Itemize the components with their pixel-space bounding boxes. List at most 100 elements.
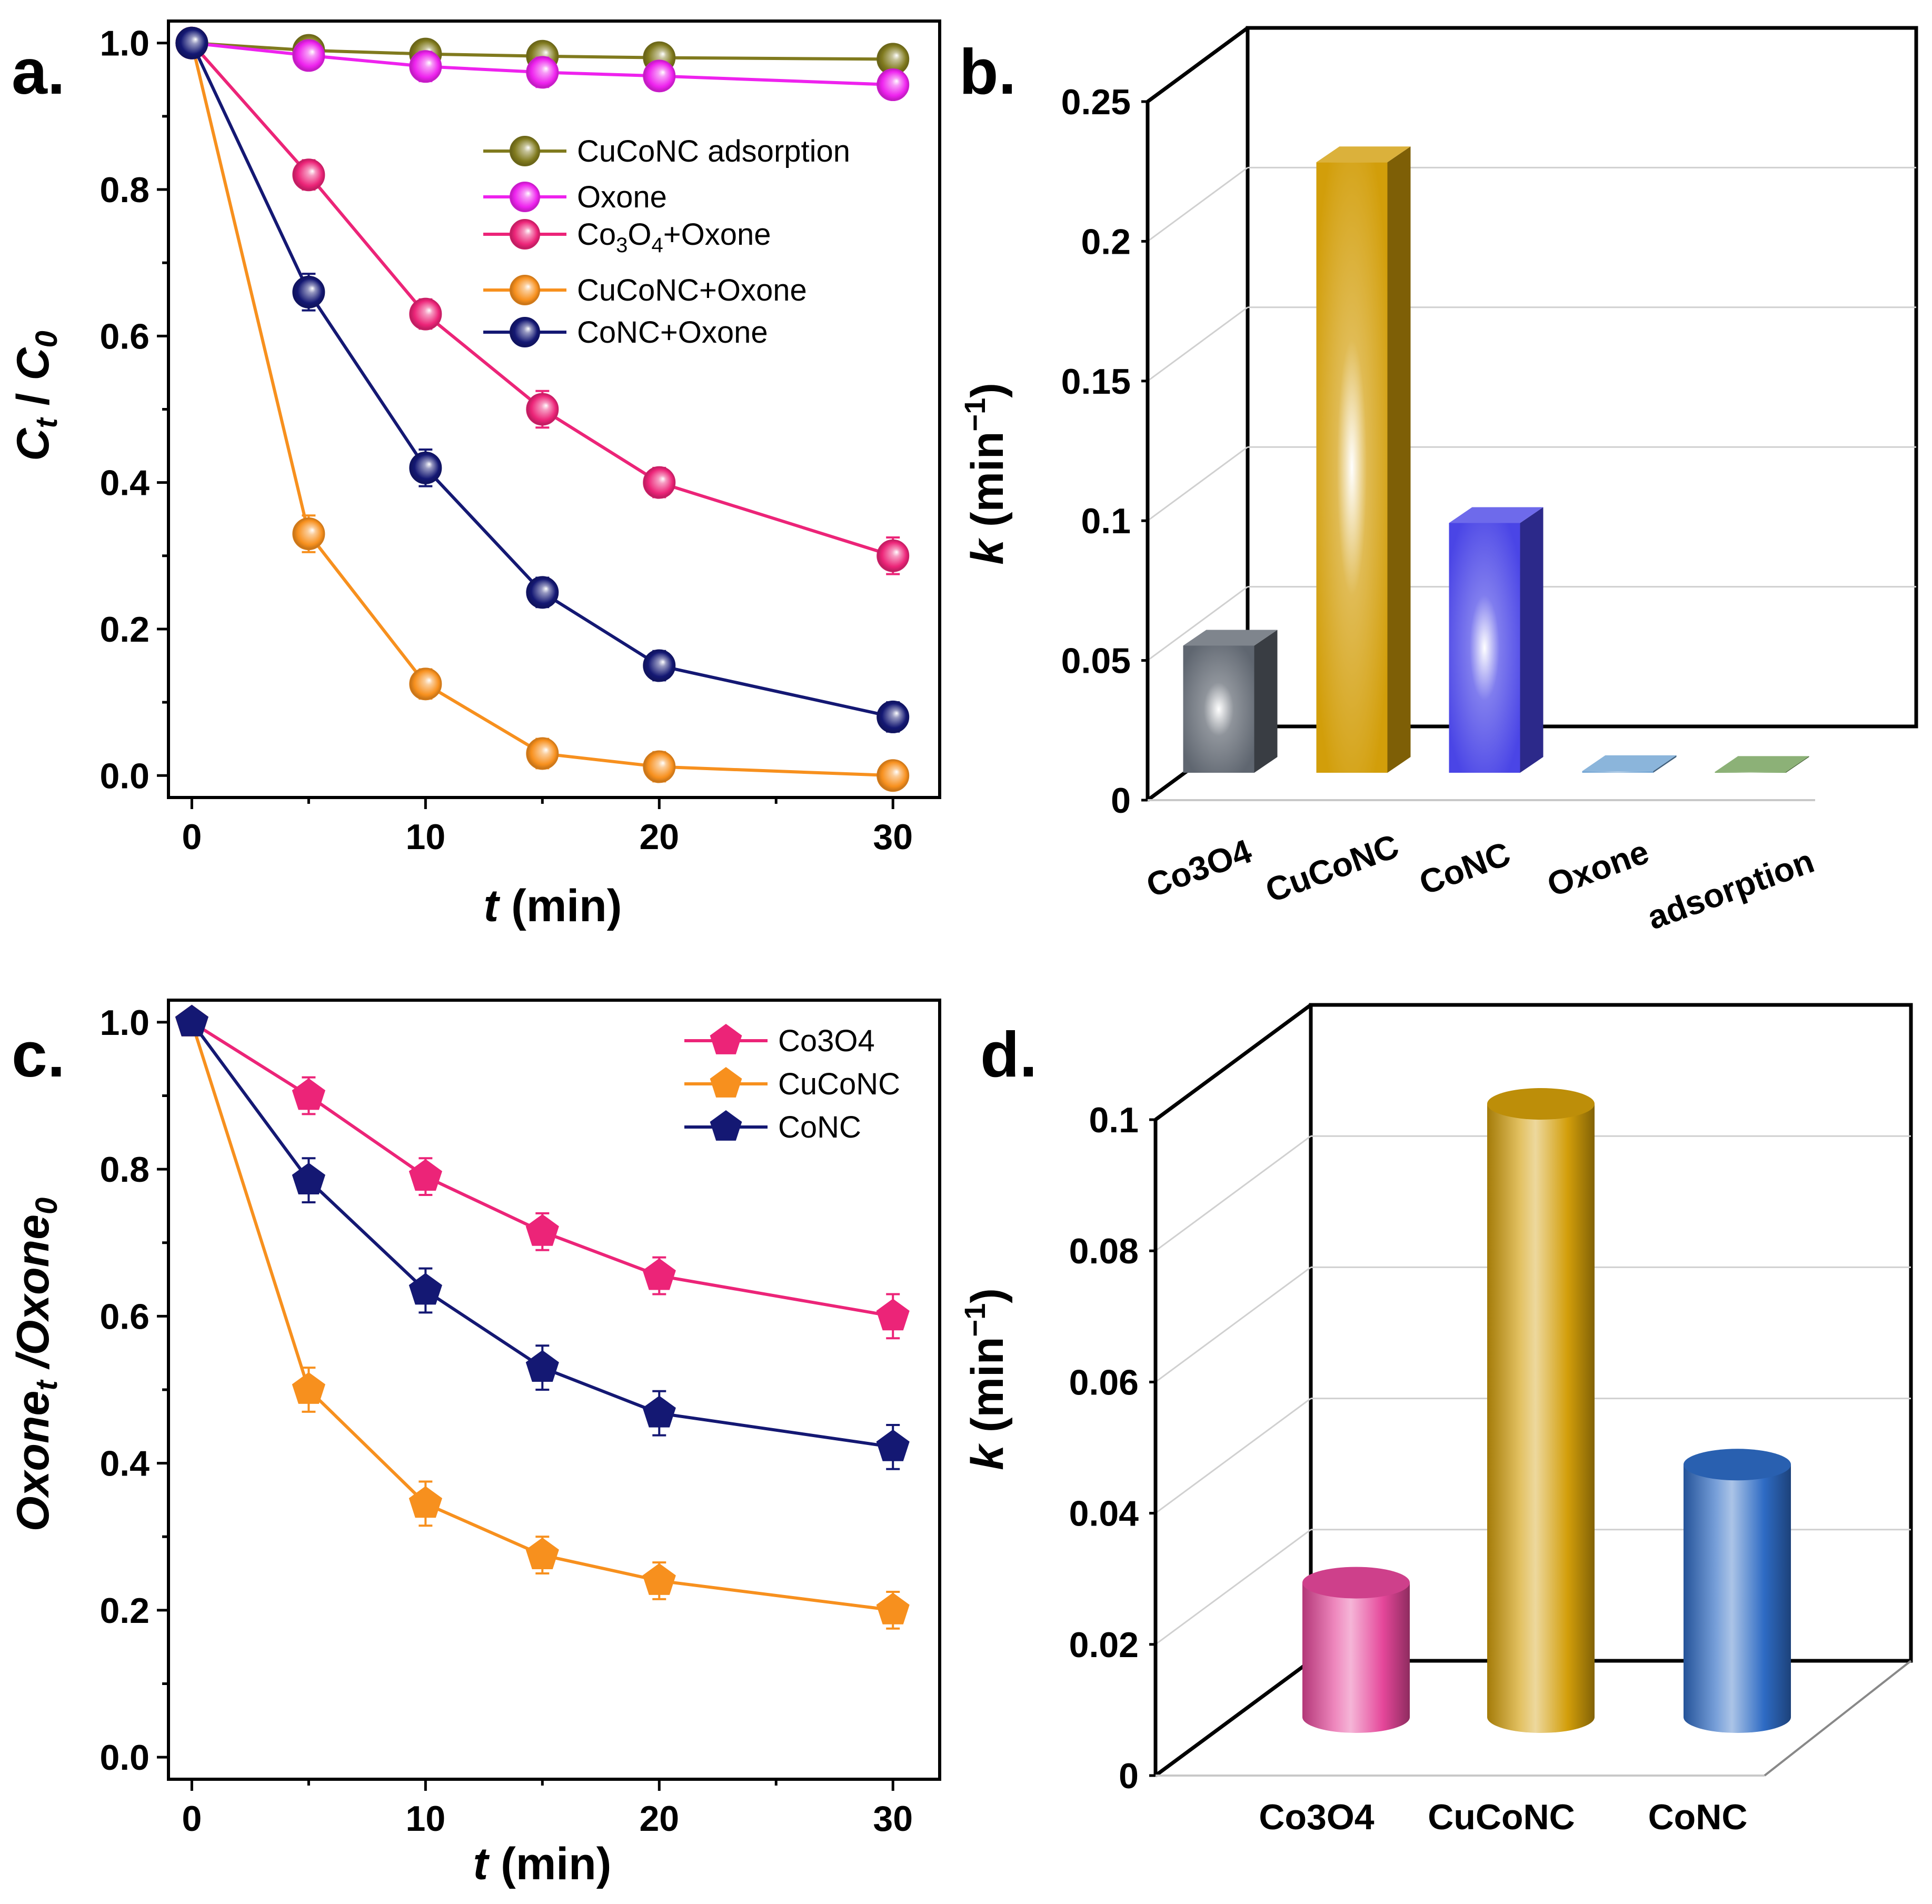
panel-d-3d-cylinder-chart: 0 0.02 0.04 0.06 0.08 0.1 Co3O4 CuCoNC CoNC k (…: [958, 1003, 1913, 1837]
panel-d-ylabel-var: k: [962, 1443, 1013, 1470]
panel-c-point-cuconc: [292, 1372, 325, 1404]
panel-a-legend-entry-cuconc-oxone: CuCoNC+Oxone: [483, 273, 807, 307]
panel-d-gridline-side: [1155, 1529, 1311, 1646]
panel-a-legend-label-text: CuCoNC adsorption: [577, 134, 850, 168]
panel-a-ylabel-sub-0: 0: [29, 331, 64, 347]
panel-a-legend-label-text: CoNC+Oxone: [577, 315, 768, 350]
panel-a-axes: 0 10 20 30 0.0 0.2 0.4 0.6 0.8 1.0: [99, 19, 941, 857]
panel-c-y-tick-label: 0.4: [99, 1444, 150, 1484]
panel-c-legend: Co3O4 CuCoNC CoNC: [684, 1024, 900, 1144]
panel-a-point-conc-oxone: [292, 275, 325, 308]
panel-a-point-conc-oxone: [643, 649, 676, 682]
panel-d-y-axis-label: k (min−1): [958, 1288, 1013, 1470]
panel-a-line-conc-oxone: [190, 42, 893, 719]
panel-a-point-cuconc-oxone: [409, 667, 442, 701]
panel-c-point-conc: [642, 1395, 676, 1428]
panel-c-point-co3o4: [525, 1214, 559, 1246]
panel-b-y-tick-label: 0.1: [1081, 501, 1131, 541]
panel-a-x-axis-label: t (min): [484, 881, 622, 931]
panel-d-floor-right-edge: [1764, 1660, 1912, 1777]
panel-b-ylabel-close: ): [962, 383, 1013, 398]
panel-b-ylabel-sup: −1: [958, 398, 991, 432]
panel-a-legend-marker: [510, 275, 540, 305]
panel-c-point-conc: [525, 1350, 559, 1382]
panel-d-bar-conc: CoNC: [1648, 1449, 1791, 1837]
panel-c-xlabel-var: t: [473, 1839, 490, 1889]
panel-label-d: d.: [980, 1019, 1037, 1090]
panel-a-point-co3o4-oxone: [526, 393, 559, 426]
panel-c-point-cuconc: [642, 1563, 676, 1595]
panel-a-legend-entry-cuconc-adsorption: CuCoNC adsorption: [483, 134, 850, 168]
panel-a-legend-label-sub: 3: [616, 234, 628, 257]
panel-d-side-bottom-edge: [1154, 1659, 1312, 1777]
panel-d-y-tick-label: 0.1: [1089, 1100, 1139, 1140]
panel-c-y-tick-label: 0.0: [99, 1738, 150, 1778]
panel-a-y-axis-label: Ct / C0: [8, 331, 64, 461]
panel-a-legend-label: CoNC+Oxone: [577, 315, 768, 350]
panel-b-bar-side: [1254, 630, 1278, 773]
panel-c-line-chart: 0 10 20 30 0.0 0.2 0.4 0.6 0.8 1.0 Co3O4 CuCoNC CoN…: [8, 999, 941, 1889]
panel-a-legend-marker: [510, 136, 540, 166]
panel-a-legend-marker: [510, 219, 540, 250]
panel-c-legend-label-text: Co3O4: [778, 1024, 875, 1058]
panel-a-legend-label-text: CuCoNC+Oxone: [577, 273, 807, 307]
panel-a-x-tick-label: 30: [873, 817, 913, 857]
panel-c-point-conc: [292, 1162, 325, 1194]
panel-c-y-tick-label: 1.0: [99, 1003, 150, 1043]
panel-b-bar-top: [1449, 507, 1543, 523]
panel-a-point-cuconc-oxone: [877, 759, 910, 792]
panel-b-ylabel-var: k: [962, 537, 1013, 565]
panel-c-point-conc: [175, 1004, 208, 1036]
panel-b-y-tick-label: 0.05: [1061, 641, 1131, 681]
panel-d-cylinder-top: [1684, 1449, 1791, 1481]
panel-d-y-tick-label: 0.04: [1069, 1494, 1139, 1534]
panel-c-legend-marker: [710, 1110, 742, 1141]
panel-c-y-tick-label: 0.8: [99, 1150, 150, 1190]
panel-c-x-tick-label: 0: [182, 1799, 202, 1839]
panel-a-legend-label-text: Co: [577, 217, 616, 252]
panel-a-series: [175, 26, 910, 792]
panel-c-point-cuconc: [409, 1486, 442, 1518]
panel-label-c: c.: [12, 1019, 65, 1090]
panel-a-point-cuconc-oxone: [526, 737, 559, 770]
panel-a-point-conc-oxone: [175, 26, 208, 59]
panel-a-legend-entry-conc-oxone: CoNC+Oxone: [483, 315, 768, 350]
panel-c-y-axis-label: Oxonet /Oxone0: [8, 1198, 64, 1532]
panel-b-bar-front: [1449, 523, 1520, 773]
panel-a-legend-entry-co3o4-oxone: Co3O4+Oxone: [483, 217, 771, 257]
panel-d-side-top-edge: [1154, 1003, 1312, 1121]
panel-a-legend-label: CuCoNC adsorption: [577, 134, 850, 168]
panel-b-y-tick-label: 0.15: [1061, 362, 1131, 402]
panel-a-xlabel-unit: (min): [499, 881, 622, 931]
panel-b-y-tick-label: 0.25: [1061, 82, 1131, 122]
panel-d-ylabel-close: ): [962, 1288, 1013, 1303]
panel-c-legend-label-text: CoNC: [778, 1110, 861, 1144]
panel-d-cylinder-top: [1487, 1088, 1595, 1120]
panel-b-y-tick-label: 0: [1111, 781, 1131, 821]
panel-c-legend-label: CuCoNC: [778, 1067, 900, 1101]
panel-c-line-cuconc: [190, 1021, 893, 1612]
panel-c-point-conc: [409, 1273, 442, 1305]
panel-b-bar-front: [1582, 771, 1654, 773]
panel-a-xlabel-var: t: [484, 881, 501, 931]
panel-c-legend-label: Co3O4: [778, 1024, 875, 1058]
panel-c-series-conc: [175, 1004, 910, 1470]
panel-d-cylinder-body: [1684, 1464, 1791, 1733]
panel-c-point-co3o4: [409, 1159, 442, 1191]
panel-c-ylabel-sub-t: t: [29, 1379, 64, 1391]
panel-a-y-tick-label: 0.6: [99, 316, 150, 356]
panel-d-y-tick-label: 0.08: [1069, 1231, 1139, 1271]
panel-c-line-conc: [190, 1021, 893, 1449]
panel-c-xlabel-unit: (min): [488, 1839, 611, 1889]
panel-a-legend-label: Co3O4+Oxone: [577, 217, 771, 257]
panel-a-point-co3o4-oxone: [292, 158, 325, 192]
panel-d-cylinder-body: [1487, 1103, 1595, 1733]
panel-a-legend-entry-oxone: Oxone: [483, 180, 667, 214]
panel-d-y-tick-label: 0.02: [1069, 1625, 1139, 1665]
panel-c-point-co3o4: [292, 1078, 325, 1110]
panel-a-point-oxone: [526, 56, 559, 89]
panel-a-line-oxone: [192, 41, 893, 87]
